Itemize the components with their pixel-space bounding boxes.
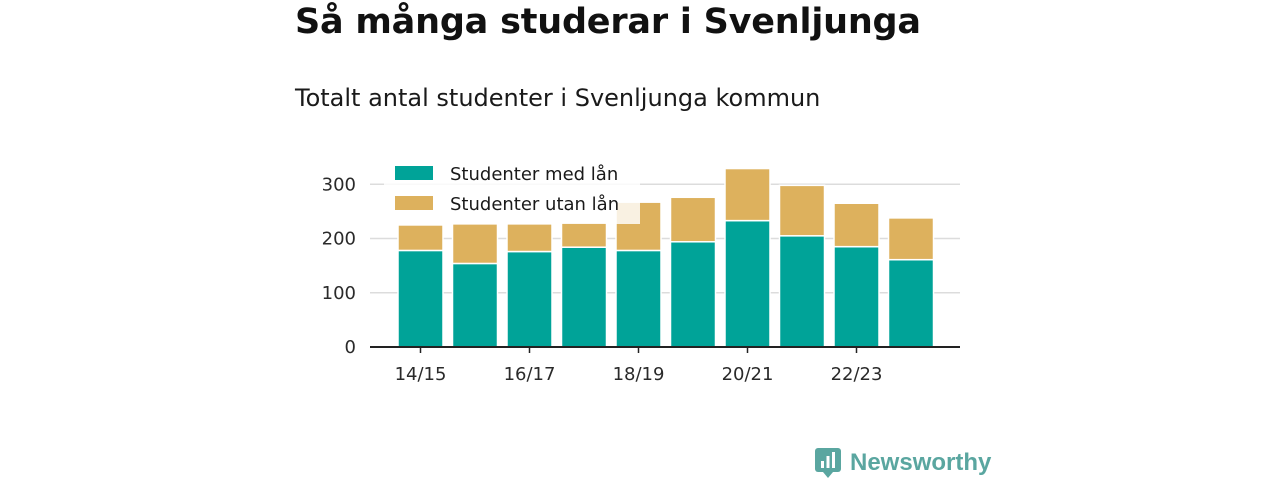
- bar-segment: [451, 262, 499, 348]
- chart-title: Så många studerar i Svenljunga: [295, 2, 921, 42]
- bar-segment: [724, 219, 771, 348]
- y-tick-label: 300: [322, 174, 356, 195]
- y-tick-label: 0: [345, 337, 356, 358]
- bar-segment: [833, 202, 880, 248]
- y-axis-ticks: 0 100 200 300: [322, 174, 356, 358]
- bar-segment: [778, 184, 826, 237]
- bar-segment: [615, 249, 662, 348]
- bar-segment: [887, 258, 935, 348]
- bars: [397, 167, 935, 348]
- bar-segment: [560, 246, 608, 348]
- legend: Studenter med lån Studenter utan lån: [384, 156, 640, 224]
- bar-segment: [778, 235, 826, 348]
- brand-name: Newsworthy: [850, 449, 992, 476]
- bar-segment: [669, 241, 717, 348]
- stacked-bar-chart: 0 100 200 300 14/15 16/17 18/19 20/21 22/23 Stu…: [321, 156, 960, 385]
- bar-segment: [669, 196, 717, 243]
- legend-swatch: [395, 196, 433, 210]
- bar-segment: [397, 249, 444, 348]
- newsworthy-logo-icon: [815, 448, 841, 478]
- legend-label: Studenter utan lån: [450, 194, 619, 215]
- y-tick-label: 200: [322, 229, 356, 250]
- bar-segment: [451, 223, 499, 265]
- x-tick-label: 18/19: [613, 364, 665, 385]
- bar-segment: [506, 223, 553, 253]
- x-tick-label: 14/15: [395, 364, 447, 385]
- bar-segment: [833, 245, 880, 348]
- bar-segment: [397, 224, 444, 252]
- x-tick-label: 20/21: [722, 364, 774, 385]
- bar-segment: [724, 167, 771, 222]
- x-tick-label: 22/23: [831, 364, 883, 385]
- x-axis-ticks: 14/15 16/17 18/19 20/21 22/23: [395, 347, 883, 385]
- chart-subtitle: Totalt antal studenter i Svenljunga komm…: [295, 84, 821, 112]
- brand: Newsworthy: [814, 446, 991, 480]
- y-tick-label: 100: [322, 283, 356, 304]
- bar-segment: [506, 250, 553, 348]
- legend-label: Studenter med lån: [450, 164, 618, 185]
- x-tick-label: 16/17: [504, 364, 556, 385]
- bar-segment: [887, 217, 935, 261]
- bar-segment: [560, 222, 608, 248]
- legend-swatch: [395, 166, 433, 180]
